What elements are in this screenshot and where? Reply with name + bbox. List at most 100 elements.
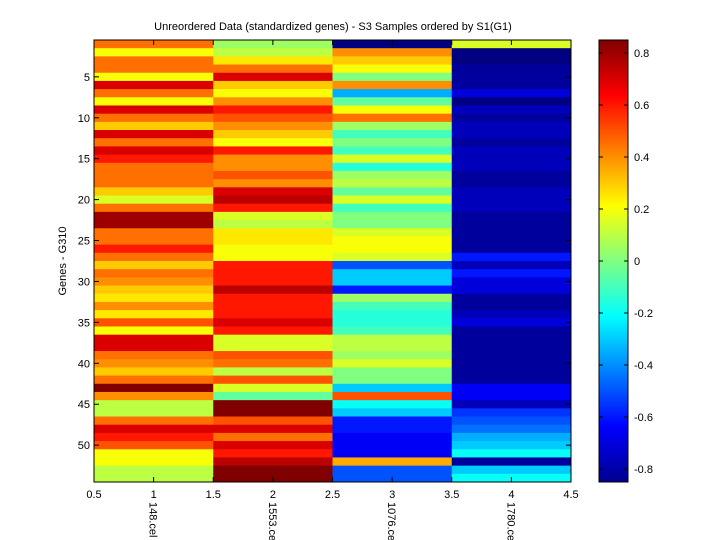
heatmap-cell (94, 179, 214, 188)
y-axis-label: Genes - G310 (57, 226, 69, 295)
heatmap-cell (94, 56, 214, 66)
y-tick-label: 50 (78, 440, 90, 452)
heatmap-cell (451, 64, 572, 74)
heatmap-cell (94, 457, 214, 467)
heatmap-cell (451, 80, 572, 90)
heatmap-cell (213, 383, 333, 393)
heatmap-cell (94, 441, 214, 450)
x-tick-label: 1 (151, 489, 157, 501)
heatmap-cell (451, 383, 572, 393)
y-axis: 5 10 15 20 25 30 35 40 45 50 (78, 72, 571, 452)
heatmap-cell (213, 416, 333, 426)
heatmap-cell (332, 220, 453, 229)
heatmap-cell (332, 72, 453, 82)
heatmap-cell (332, 293, 453, 303)
heatmap-cell (332, 244, 453, 254)
heatmap-cell (213, 195, 333, 205)
heatmap-cell (451, 285, 572, 295)
heatmap-cell (213, 285, 333, 295)
heatmap-cell (213, 367, 333, 377)
heatmap-cell (94, 211, 214, 221)
heatmap-cell (451, 130, 572, 139)
heatmap-cell (332, 465, 453, 475)
heatmap-cell (332, 391, 453, 401)
heatmap-cell (94, 449, 214, 458)
heatmap-cell (94, 400, 214, 409)
heatmap-cell (332, 187, 453, 197)
heatmap-cell (213, 72, 333, 82)
heatmap-cell (451, 351, 572, 360)
x-axis: 0.5 1 1.5 2 2.5 3 3.5 4 4.5 (86, 40, 579, 501)
heatmap-cell (332, 301, 453, 311)
heatmap-cell (213, 228, 333, 237)
heatmap-cell (451, 170, 572, 180)
y-tick-label: 10 (78, 113, 90, 125)
x-tick-label: 2.5 (325, 489, 340, 501)
heatmap-cell (213, 154, 333, 164)
heatmap-cell (213, 97, 333, 106)
heatmap-cell (94, 146, 214, 156)
heatmap-cell (94, 64, 214, 74)
heatmap-cell (94, 252, 214, 262)
heatmap-cell (451, 408, 572, 418)
heatmap-cell (213, 424, 333, 434)
x-tick-label: 0.5 (86, 489, 101, 501)
heatmap-cell (451, 138, 572, 147)
heatmap-cell (94, 97, 214, 106)
heatmap-cell (94, 244, 214, 254)
heatmap-cell (451, 228, 572, 237)
heatmap-cell (213, 220, 333, 229)
heatmap-cell (94, 170, 214, 180)
heatmap-cell (213, 326, 333, 336)
heatmap-cell (332, 367, 453, 377)
heatmap-cell (332, 48, 453, 57)
heatmap-cell (451, 424, 572, 434)
heatmap-cell (332, 113, 453, 123)
colorbar-tick-label: -0.4 (634, 360, 653, 372)
heatmap-cell (332, 441, 453, 450)
heatmap-cell (94, 318, 214, 327)
heatmap-cell (451, 375, 572, 385)
heatmap-cell (213, 203, 333, 213)
colorbar (598, 39, 629, 483)
heatmap-cell (332, 408, 453, 418)
heatmap-cell (332, 130, 453, 139)
heatmap-cell (94, 359, 214, 368)
heatmap-cell (213, 236, 333, 246)
heatmap-cell (213, 310, 333, 319)
heatmap-cell (94, 269, 214, 278)
heatmap-cell (213, 408, 333, 418)
heatmap-cell (332, 449, 453, 458)
heatmap-cell (332, 97, 453, 106)
heatmap-cell (94, 228, 214, 237)
heatmap-cell (451, 220, 572, 229)
heatmap-cell (332, 64, 453, 74)
heatmap-cell (332, 334, 453, 344)
heatmap-cell (213, 244, 333, 254)
heatmap-cell (332, 80, 453, 90)
heatmap-cell (451, 318, 572, 327)
heatmap-cell (94, 367, 214, 377)
colorbar-ticks: 0.8 0.6 0.4 0.2 0 -0.2 -0.4 -0.6 -0.8 (599, 48, 653, 476)
heatmap-cell (213, 121, 333, 131)
heatmap-cell (213, 187, 333, 197)
x-tick-label: 4.5 (563, 489, 578, 501)
heatmap-cell (451, 211, 572, 221)
heatmap-cell (94, 351, 214, 360)
x-tick-label: 2 (270, 489, 276, 501)
heatmap-cell (213, 359, 333, 368)
heatmap-cell (451, 187, 572, 197)
heatmap-cell (213, 170, 333, 180)
heatmap-cell (94, 80, 214, 90)
heatmap-cell (451, 154, 572, 164)
heatmap-cell (213, 351, 333, 360)
heatmap-cell (332, 457, 453, 467)
heatmap-cell (213, 130, 333, 139)
heatmap-cell (332, 269, 453, 278)
heatmap-cell (213, 400, 333, 409)
heatmap-cell (213, 261, 333, 270)
heatmap-cell (332, 400, 453, 409)
colorbar-tick-label: 0.4 (634, 152, 649, 164)
heatmap-cell (94, 138, 214, 147)
